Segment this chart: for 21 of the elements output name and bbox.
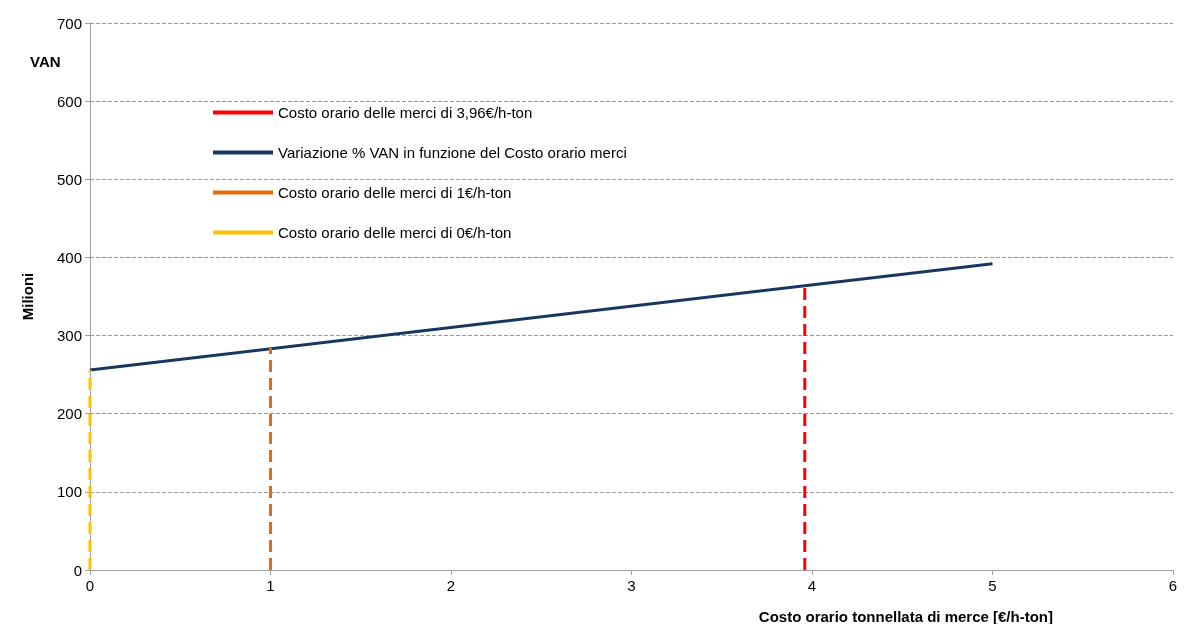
text: VAN — [30, 53, 61, 70]
y-tick-label: 700 — [56, 14, 82, 32]
y-tick-label: 300 — [56, 327, 82, 345]
y-tick-label: 500 — [56, 170, 82, 188]
x-tick-label: 2 — [446, 577, 456, 594]
legend-label: Costo orario delle merci di 0€/h-ton — [278, 224, 512, 241]
y-tick-label: 400 — [56, 248, 82, 266]
y-tick-label: 600 — [56, 92, 82, 110]
y-tick-label: 0 — [73, 561, 82, 579]
y-tick-label: 200 — [56, 405, 82, 423]
legend-label: Costo orario delle merci di 3,96€/h-ton — [278, 104, 533, 121]
x-tick-label: 1 — [266, 577, 275, 594]
legend-label: Costo orario delle merci di 1€/h-ton — [278, 184, 512, 201]
x-tick-label: 5 — [988, 577, 997, 594]
legend-label: Variazione % VAN in funzione del Costo orario merci — [278, 144, 627, 161]
x-tick-label: 6 — [1168, 577, 1178, 594]
x-tick-label: 4 — [807, 577, 817, 594]
x-tick-label: 3 — [627, 577, 636, 594]
x-tick-label: 0 — [85, 577, 95, 594]
y-axis-title: Milioni — [19, 272, 36, 321]
y-tick-label: 100 — [56, 483, 82, 501]
